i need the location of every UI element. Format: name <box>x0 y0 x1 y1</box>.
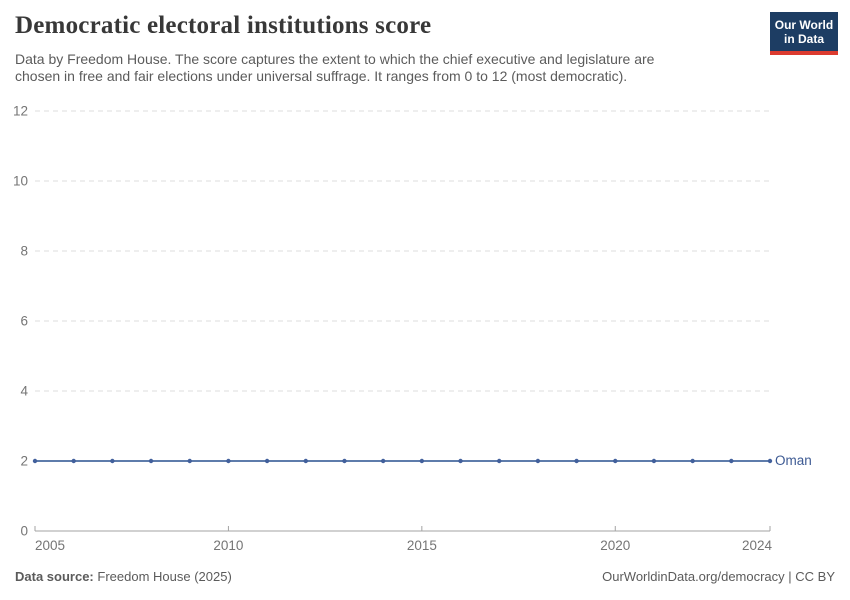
y-tick-label: 0 <box>20 524 28 539</box>
data-point[interactable] <box>729 458 734 464</box>
data-point[interactable] <box>226 458 231 464</box>
data-point[interactable] <box>613 458 618 464</box>
credit-link[interactable]: OurWorldinData.org/democracy | CC BY <box>602 569 835 584</box>
data-point[interactable] <box>574 458 579 464</box>
chart-subtitle: Data by Freedom House. The score capture… <box>15 51 655 84</box>
data-point[interactable] <box>187 458 192 464</box>
owid-logo: Our World in Data <box>770 12 838 55</box>
data-point[interactable] <box>458 458 463 464</box>
data-point[interactable] <box>651 458 657 464</box>
data-point[interactable] <box>342 458 347 464</box>
y-tick-label: 6 <box>20 314 28 329</box>
y-tick-label: 4 <box>20 384 28 399</box>
data-point[interactable] <box>419 458 425 464</box>
data-point[interactable] <box>148 458 154 464</box>
data-point[interactable] <box>71 458 76 464</box>
page-title: Democratic electoral institutions score <box>15 12 432 39</box>
x-tick-label: 2020 <box>600 538 630 553</box>
data-point[interactable] <box>110 458 115 464</box>
data-point[interactable] <box>767 458 773 464</box>
x-tick-label: 2024 <box>742 538 773 553</box>
data-point[interactable] <box>264 458 270 464</box>
data-point[interactable] <box>690 458 695 464</box>
data-point[interactable] <box>380 458 386 464</box>
data-source-note: Data source: Freedom House (2025) <box>15 569 232 584</box>
data-point[interactable] <box>497 458 502 464</box>
data-point[interactable] <box>303 458 308 464</box>
x-tick-label: 2005 <box>35 538 65 553</box>
x-tick-label: 2015 <box>407 538 437 553</box>
y-tick-label: 2 <box>20 454 28 469</box>
x-tick-label: 2010 <box>213 538 243 553</box>
data-point[interactable] <box>535 458 541 464</box>
owid-logo-line2: in Data <box>783 32 824 46</box>
data-source-label: Data source: <box>15 569 94 584</box>
entity-label[interactable]: Oman <box>775 453 812 468</box>
data-point[interactable] <box>32 458 38 464</box>
y-tick-label: 8 <box>20 244 28 259</box>
data-source-value: Freedom House (2025) <box>97 569 232 584</box>
y-tick-label: 10 <box>13 174 28 189</box>
y-tick-label: 12 <box>13 104 28 119</box>
owid-logo-line1: Our World <box>774 18 834 32</box>
